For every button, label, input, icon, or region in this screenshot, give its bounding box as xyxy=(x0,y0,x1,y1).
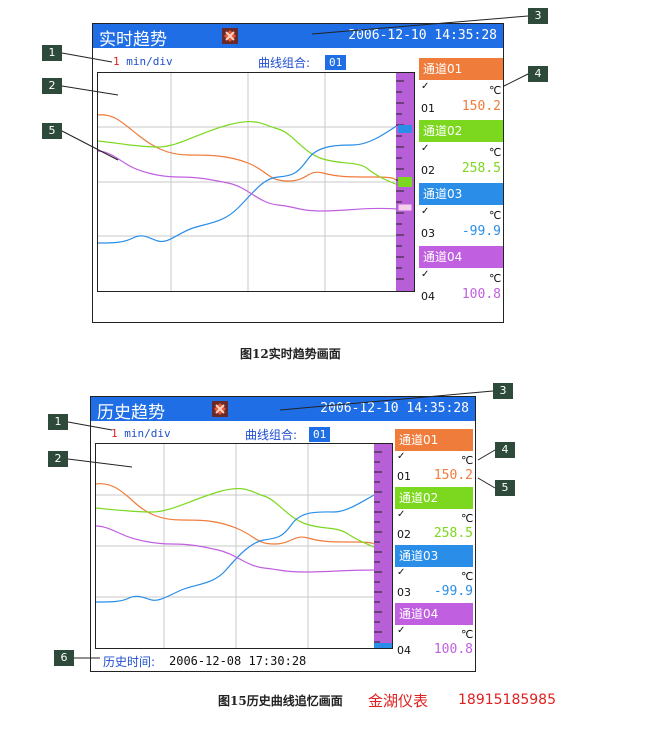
curve-combo-label: 曲线组合: xyxy=(245,428,298,442)
channel-02-unit: ℃ xyxy=(489,146,502,159)
marker-ch04 xyxy=(397,203,413,212)
history-time-value[interactable]: 2006-12-08 17:30:28 xyxy=(169,654,307,668)
channel-03-check[interactable]: ✓ xyxy=(421,206,430,217)
title-bar: 实时趋势 2006-12-10 14:35:28 xyxy=(93,24,503,50)
channel-03-id: 03 xyxy=(421,227,435,240)
trend-chart xyxy=(96,444,392,648)
grid xyxy=(96,444,374,648)
history-screen: 历史趋势 2006-12-10 14:35:28 1 min/div 曲线组合:… xyxy=(90,396,476,672)
channel-03-check[interactable]: ✓ xyxy=(397,567,406,578)
channel-02-check[interactable]: ✓ xyxy=(397,509,406,520)
channel-01-id: 01 xyxy=(397,470,411,483)
channel-04-value: 100.8 xyxy=(433,642,473,657)
channel-03-unit: ℃ xyxy=(461,570,474,583)
screen-title: 历史趋势 xyxy=(97,403,165,423)
channel-04-label[interactable]: 通道04 xyxy=(419,246,503,268)
figure-12-caption: 图12实时趋势画面 xyxy=(240,347,341,361)
channel-04-label[interactable]: 通道04 xyxy=(395,603,473,625)
time-scale: 1 min/div xyxy=(113,55,173,68)
channel-02-label[interactable]: 通道02 xyxy=(419,120,503,142)
time-scale-unit: min/div xyxy=(119,55,173,68)
channel-02-value: 258.5 xyxy=(433,526,473,541)
callout-4: 4 xyxy=(495,442,515,458)
callout-5: 5 xyxy=(495,480,515,496)
trend-chart xyxy=(98,73,414,291)
callout-2: 2 xyxy=(42,78,62,94)
curve-ch04 xyxy=(98,150,399,212)
channel-01-value: 150.2 xyxy=(433,468,473,483)
marker-ch03 xyxy=(398,125,412,133)
position-marker xyxy=(374,643,392,648)
channel-03-id: 03 xyxy=(397,586,411,599)
ruler-ticks xyxy=(374,451,382,643)
brand-phone: 18915185985 xyxy=(458,692,556,708)
channel-03-value: -99.9 xyxy=(433,584,473,599)
channel-03-label[interactable]: 通道03 xyxy=(395,545,473,567)
trend-plot xyxy=(97,72,415,292)
channel-02-id: 02 xyxy=(421,164,435,177)
channel-01-id: 01 xyxy=(421,102,435,115)
channel-04-check[interactable]: ✓ xyxy=(397,625,406,636)
channel-panel: 通道01 ✓ ℃ 01 150.2 通道02 ✓ ℃ 02 258.5 通道03… xyxy=(419,58,503,308)
callout-1: 1 xyxy=(42,45,62,61)
channel-02-label[interactable]: 通道02 xyxy=(395,487,473,509)
status-icon[interactable] xyxy=(211,400,229,418)
channel-01-label[interactable]: 通道01 xyxy=(395,429,473,451)
callout-3: 3 xyxy=(528,8,548,24)
curve-combo-value[interactable]: 01 xyxy=(325,55,347,70)
channel-02-value: 258.5 xyxy=(461,161,501,176)
channel-03-label[interactable]: 通道03 xyxy=(419,183,503,205)
callout-1: 1 xyxy=(48,414,68,430)
channel-01-label[interactable]: 通道01 xyxy=(419,58,503,80)
channel-01-check[interactable]: ✓ xyxy=(397,451,406,462)
curve-ch03 xyxy=(98,124,399,244)
trend-plot xyxy=(95,443,393,649)
channel-03-unit: ℃ xyxy=(489,209,502,222)
callout-3: 3 xyxy=(493,383,513,399)
time-scale-number: 1 xyxy=(113,55,120,68)
title-bar: 历史趋势 2006-12-10 14:35:28 xyxy=(91,397,475,423)
status-icon[interactable] xyxy=(221,27,239,45)
datetime: 2006-12-10 14:35:28 xyxy=(320,401,469,416)
history-time-label: 历史时间: xyxy=(103,655,156,669)
curve-ch02 xyxy=(96,488,377,549)
curve-ch01 xyxy=(96,483,377,545)
curve-ch03 xyxy=(96,493,377,603)
channel-03-value: -99.9 xyxy=(461,224,501,239)
grid xyxy=(98,73,396,291)
curve-ch01 xyxy=(98,114,399,182)
time-scale-unit: min/div xyxy=(117,427,171,440)
time-scale: 1 min/div xyxy=(111,427,171,440)
channel-02-unit: ℃ xyxy=(461,512,474,525)
marker-ch02 xyxy=(398,177,412,187)
callout-5: 5 xyxy=(42,123,62,139)
curve-ch04 xyxy=(96,525,377,573)
callout-4: 4 xyxy=(528,66,548,82)
channel-04-check[interactable]: ✓ xyxy=(421,269,430,280)
curve-combo-value[interactable]: 01 xyxy=(309,427,331,442)
curve-combo-label: 曲线组合: xyxy=(258,56,311,70)
realtime-screen: 实时趋势 2006-12-10 14:35:28 1 min/div 曲线组合:… xyxy=(92,23,504,323)
time-scale-number: 1 xyxy=(111,427,118,440)
channel-02-id: 02 xyxy=(397,528,411,541)
screen-title: 实时趋势 xyxy=(99,30,167,50)
channel-01-unit: ℃ xyxy=(489,84,502,97)
brand-name: 金湖仪表 xyxy=(368,692,429,710)
callout-2: 2 xyxy=(48,451,68,467)
figure-15-caption: 图15历史曲线追忆画面 xyxy=(218,694,343,708)
curve-ch02 xyxy=(98,121,399,186)
channel-04-id: 04 xyxy=(421,290,435,303)
datetime: 2006-12-10 14:35:28 xyxy=(348,28,497,43)
channel-01-value: 150.2 xyxy=(461,99,501,114)
value-ruler xyxy=(374,444,392,648)
channel-panel: 通道01 ✓ ℃ 01 150.2 通道02 ✓ ℃ 02 258.5 通道03… xyxy=(395,429,475,669)
channel-04-unit: ℃ xyxy=(461,628,474,641)
channel-04-value: 100.8 xyxy=(461,287,501,302)
channel-04-unit: ℃ xyxy=(489,272,502,285)
channel-01-unit: ℃ xyxy=(461,454,474,467)
channel-01-check[interactable]: ✓ xyxy=(421,81,430,92)
channel-04-id: 04 xyxy=(397,644,411,657)
channel-02-check[interactable]: ✓ xyxy=(421,143,430,154)
callout-6: 6 xyxy=(54,650,74,666)
